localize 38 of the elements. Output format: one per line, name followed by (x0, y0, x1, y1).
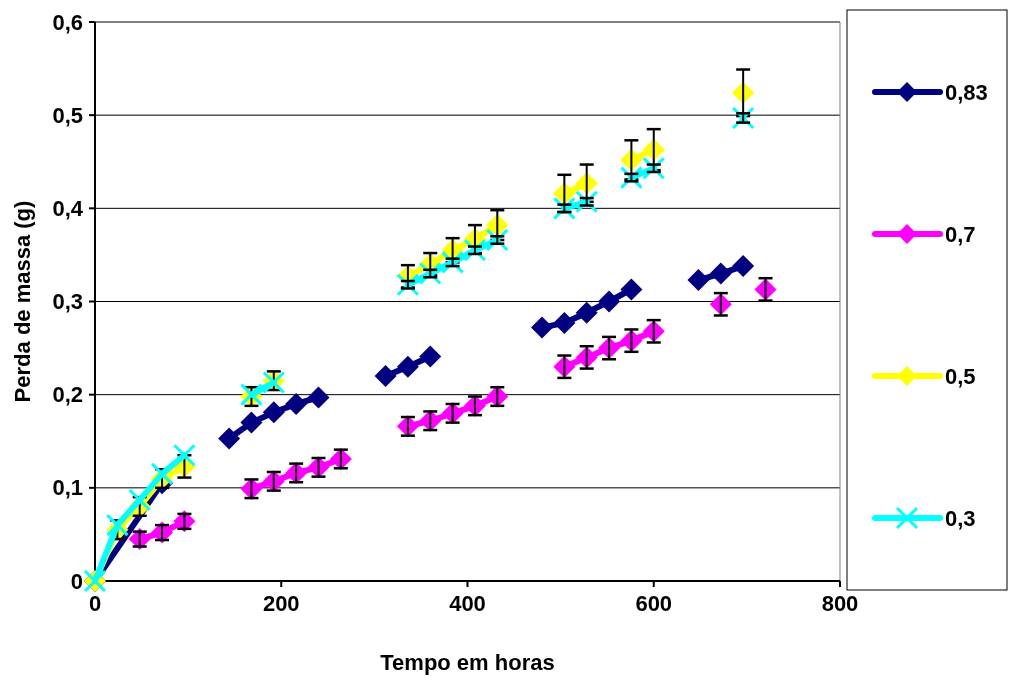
point (128, 488, 152, 512)
y-tick-label: 0,4 (52, 195, 84, 221)
y-axis-title: Perda de massa (g) (10, 200, 35, 403)
x-tick-label: 0 (88, 591, 102, 616)
point (732, 255, 755, 278)
y-tick-label: 0,5 (52, 102, 83, 128)
legend-label: 0,83 (945, 79, 988, 105)
x-tick-label: 800 (821, 591, 859, 616)
point (687, 269, 710, 292)
legend-label: 0,3 (945, 505, 976, 531)
point (620, 278, 643, 301)
x-tick-label: 600 (635, 591, 673, 616)
point (172, 443, 196, 467)
y-tick-label: 0,6 (52, 9, 83, 35)
point (419, 345, 442, 368)
point (598, 290, 621, 313)
y-tick-label: 0,1 (52, 475, 83, 501)
point (709, 262, 732, 285)
y-tick-label: 0,3 (52, 289, 83, 314)
y-tick-label: 0 (70, 568, 83, 594)
point (218, 427, 241, 450)
point (105, 513, 129, 537)
point (262, 401, 285, 424)
x-axis-title: Tempo em horas (380, 650, 555, 675)
legend-label: 0,7 (945, 221, 976, 247)
y-tick-label: 0,2 (52, 382, 83, 408)
point (150, 462, 174, 486)
point (240, 411, 263, 434)
point (531, 316, 553, 339)
x-tick-label: 400 (449, 591, 486, 616)
point (307, 386, 330, 409)
point (553, 311, 576, 334)
legend-label: 0,5 (945, 363, 976, 389)
x-tick-label: 200 (262, 591, 300, 616)
point (285, 392, 308, 415)
point (374, 365, 397, 388)
point (575, 301, 598, 324)
point (396, 355, 419, 378)
